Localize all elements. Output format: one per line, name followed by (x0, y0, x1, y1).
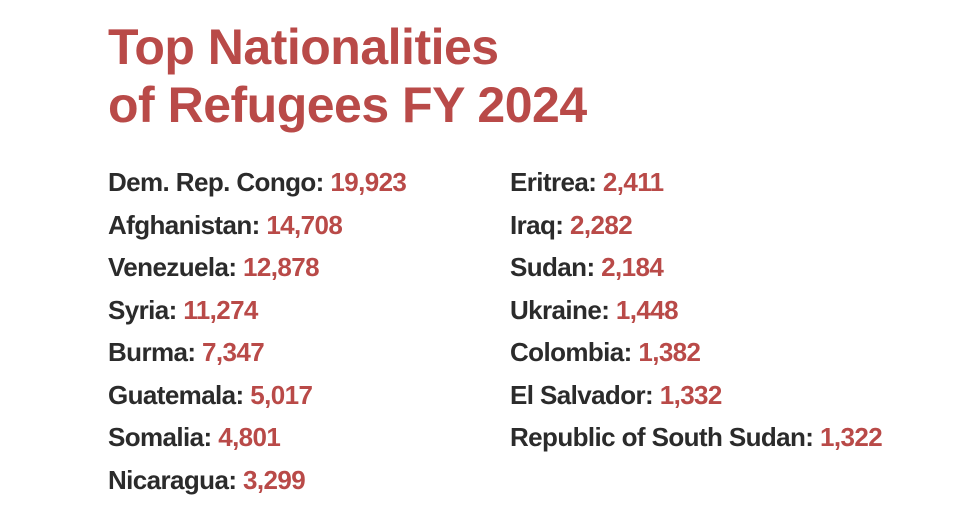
refugee-count: 2,184 (601, 252, 664, 282)
list-item: Burma: 7,347 (108, 337, 265, 367)
page-title: Top Nationalities of Refugees FY 2024 (108, 18, 587, 134)
country-name: Dem. Rep. Congo (108, 167, 316, 197)
list-item: Nicaragua: 3,299 (108, 464, 306, 495)
right-column-list: Eritrea: 2,411 Iraq: 2,282 Sudan: 2,184 … (510, 161, 883, 459)
refugee-count: 12,878 (243, 252, 320, 282)
refugee-count: 11,274 (183, 294, 258, 325)
list-item: Sudan: 2,184 (510, 252, 664, 282)
refugee-count: 14,708 (266, 209, 343, 240)
left-column-list: Dem. Rep. Congo: 19,923 Afghanistan: 14,… (108, 161, 407, 501)
title-line-1: Top Nationalities (108, 19, 499, 75)
list-item: Venezuela: 12,878 (108, 252, 320, 282)
refugee-count: 5,017 (250, 379, 313, 410)
refugee-count: 1,382 (638, 337, 701, 367)
list-item: Guatemala: 5,017 (108, 379, 313, 410)
list-item: Afghanistan: 14,708 (108, 209, 343, 240)
list-item: Somalia: 4,801 (108, 422, 281, 452)
country-name: Burma (108, 337, 188, 367)
refugee-count: 1,322 (819, 422, 883, 452)
country-name: Colombia (510, 337, 624, 367)
list-item: Dem. Rep. Congo: 19,923 (108, 167, 407, 197)
country-name: Eritrea (510, 167, 589, 197)
country-name: Ukraine (510, 294, 602, 325)
country-name: Guatemala (108, 379, 236, 410)
list-item: Iraq: 2,282 (510, 209, 633, 240)
country-name: Nicaragua (108, 464, 229, 495)
list-item: Syria: 11,274 (108, 294, 258, 325)
country-name: Somalia (108, 422, 204, 452)
country-name: Iraq (510, 209, 556, 240)
refugee-count: 1,332 (659, 379, 723, 410)
refugee-count: 7,347 (202, 337, 265, 367)
list-item: Eritrea: 2,411 (510, 167, 664, 197)
list-item: El Salvador: 1,332 (510, 379, 723, 410)
refugee-count: 3,299 (243, 464, 306, 495)
country-name: El Salvador (510, 379, 646, 410)
list-item: Ukraine: 1,448 (510, 294, 679, 325)
title-line-2: of Refugees FY 2024 (108, 77, 587, 133)
refugee-count: 4,801 (218, 422, 281, 452)
country-name: Sudan (510, 252, 587, 282)
country-name: Syria (108, 294, 169, 325)
country-name: Republic of South Sudan (510, 422, 806, 452)
country-name: Venezuela (108, 252, 229, 282)
list-item: Colombia: 1,382 (510, 337, 701, 367)
country-name: Afghanistan (108, 209, 252, 240)
refugee-count: 2,282 (569, 209, 633, 240)
refugee-count: 1,448 (615, 294, 679, 325)
refugee-count: 19,923 (330, 167, 407, 197)
refugee-count: 2,411 (602, 167, 664, 197)
list-item: Republic of South Sudan: 1,322 (510, 422, 883, 452)
